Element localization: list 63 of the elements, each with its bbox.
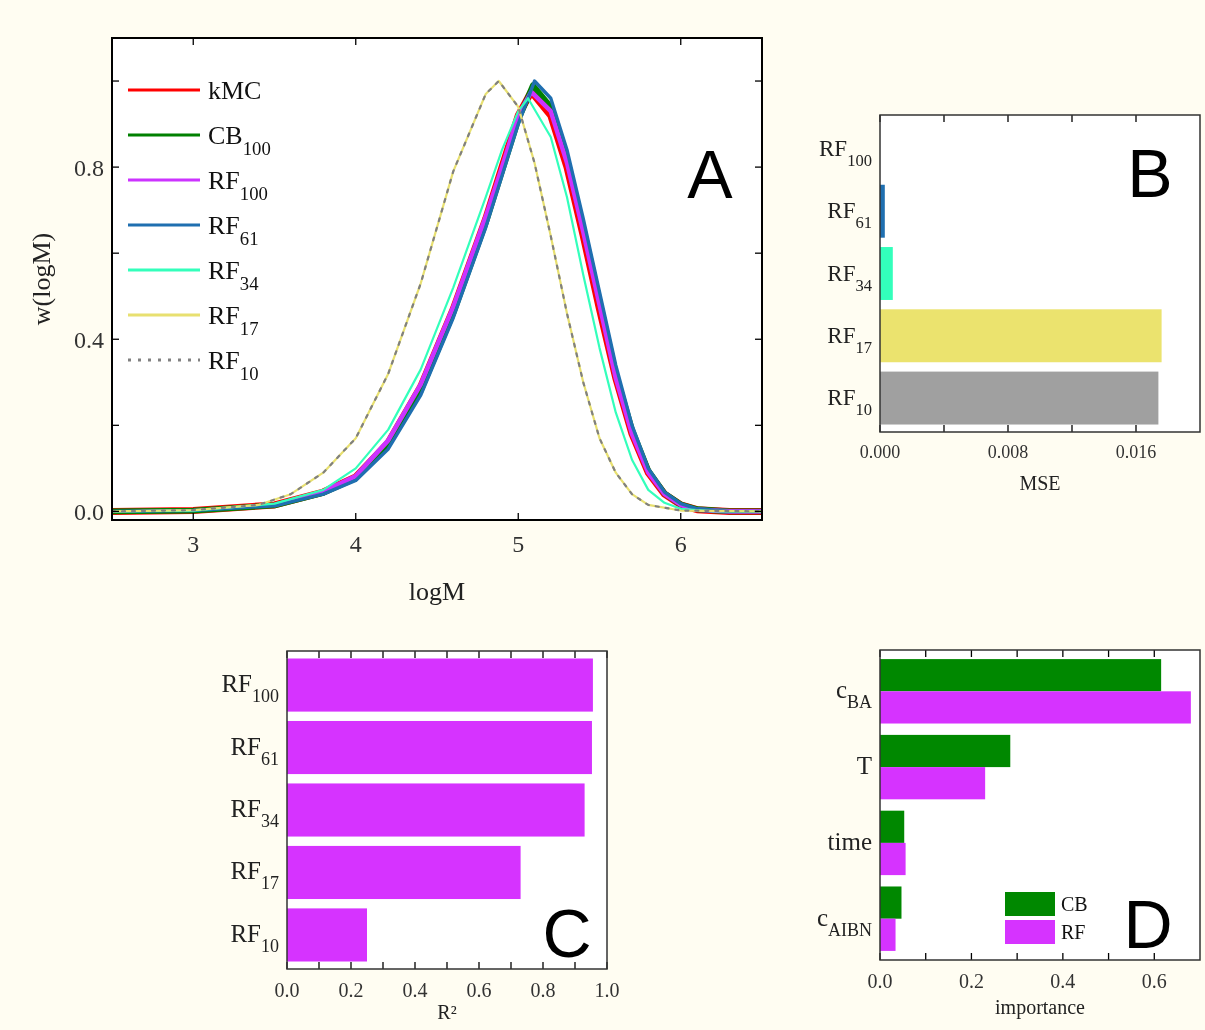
y-tick-label: c$_{BA}$ xyxy=(835,676,872,713)
legend-label: CB$_{100}$ xyxy=(208,121,271,159)
bar xyxy=(287,658,593,712)
y-tick-label: RF$_{100}$ xyxy=(221,670,279,707)
legend-label: kMC xyxy=(208,76,262,105)
x-tick-label: 0.8 xyxy=(530,979,556,1001)
x-tick-label: 3 xyxy=(187,531,200,557)
y-tick-label: RF$_{61}$ xyxy=(827,198,872,232)
x-tick-label: 0.4 xyxy=(402,979,428,1001)
y-tick-label: RF$_{61}$ xyxy=(230,732,279,769)
y-tick-label: c$_{AIBN}$ xyxy=(816,903,872,940)
x-axis-title: MSE xyxy=(1019,472,1061,494)
y-tick-label: 0.0 xyxy=(74,498,104,525)
bar xyxy=(880,767,986,800)
x-tick-label: 6 xyxy=(674,531,687,557)
bar xyxy=(287,908,367,962)
x-tick-label: 0.0 xyxy=(867,970,893,992)
x-tick-label: 0.2 xyxy=(338,979,364,1001)
annotation: C xyxy=(542,895,592,971)
x-axis-title: logM xyxy=(408,577,466,606)
y-tick-label: 0.4 xyxy=(74,326,104,353)
annotation: D xyxy=(1123,886,1173,962)
y-tick-label: RF$_{10}$ xyxy=(827,385,872,419)
x-tick-label: 4 xyxy=(349,531,362,557)
bar xyxy=(880,842,906,876)
bar xyxy=(880,309,1162,363)
y-tick-label: time xyxy=(827,827,872,855)
y-tick-label: RF$_{100}$ xyxy=(819,135,872,170)
x-axis-title: R² xyxy=(437,1001,457,1023)
annotation: B xyxy=(1127,135,1173,211)
x-tick-label: 5 xyxy=(512,531,525,557)
x-tick-label: 0.016 xyxy=(1115,442,1157,462)
x-tick-label: 0.6 xyxy=(1141,970,1167,992)
y-tick-label: T xyxy=(856,752,872,780)
bar xyxy=(880,247,893,300)
x-tick-label: 0.6 xyxy=(466,979,492,1001)
y-tick-label: RF$_{17}$ xyxy=(827,322,872,357)
y-tick-label: 0.8 xyxy=(74,154,104,181)
y-tick-label: RF$_{10}$ xyxy=(230,919,279,956)
bar xyxy=(880,691,1191,724)
x-axis-title: importance xyxy=(995,996,1086,1019)
bar xyxy=(880,810,905,843)
x-tick-label: 0.0 xyxy=(274,979,300,1001)
x-tick-label: 0.008 xyxy=(987,442,1029,462)
annotation: A xyxy=(687,136,734,212)
bar xyxy=(880,734,1011,768)
x-tick-label: 0.2 xyxy=(958,970,984,992)
bar xyxy=(880,371,1159,425)
x-tick-label: 1.0 xyxy=(594,979,620,1001)
bar xyxy=(880,918,896,951)
bar xyxy=(287,720,592,775)
x-tick-label: 0.000 xyxy=(859,442,901,462)
bar xyxy=(287,845,521,900)
legend-label: RF xyxy=(1061,921,1086,943)
y-tick-label: RF$_{34}$ xyxy=(827,260,873,294)
y-tick-label: RF$_{34}$ xyxy=(230,795,279,831)
y-axis-title: w(logM) xyxy=(27,232,56,326)
y-tick-label: RF$_{17}$ xyxy=(230,857,279,894)
bar xyxy=(880,886,902,919)
x-tick-label: 0.4 xyxy=(1050,970,1076,992)
bar xyxy=(880,659,1162,692)
bar xyxy=(287,783,585,837)
legend-label: CB xyxy=(1061,893,1088,915)
